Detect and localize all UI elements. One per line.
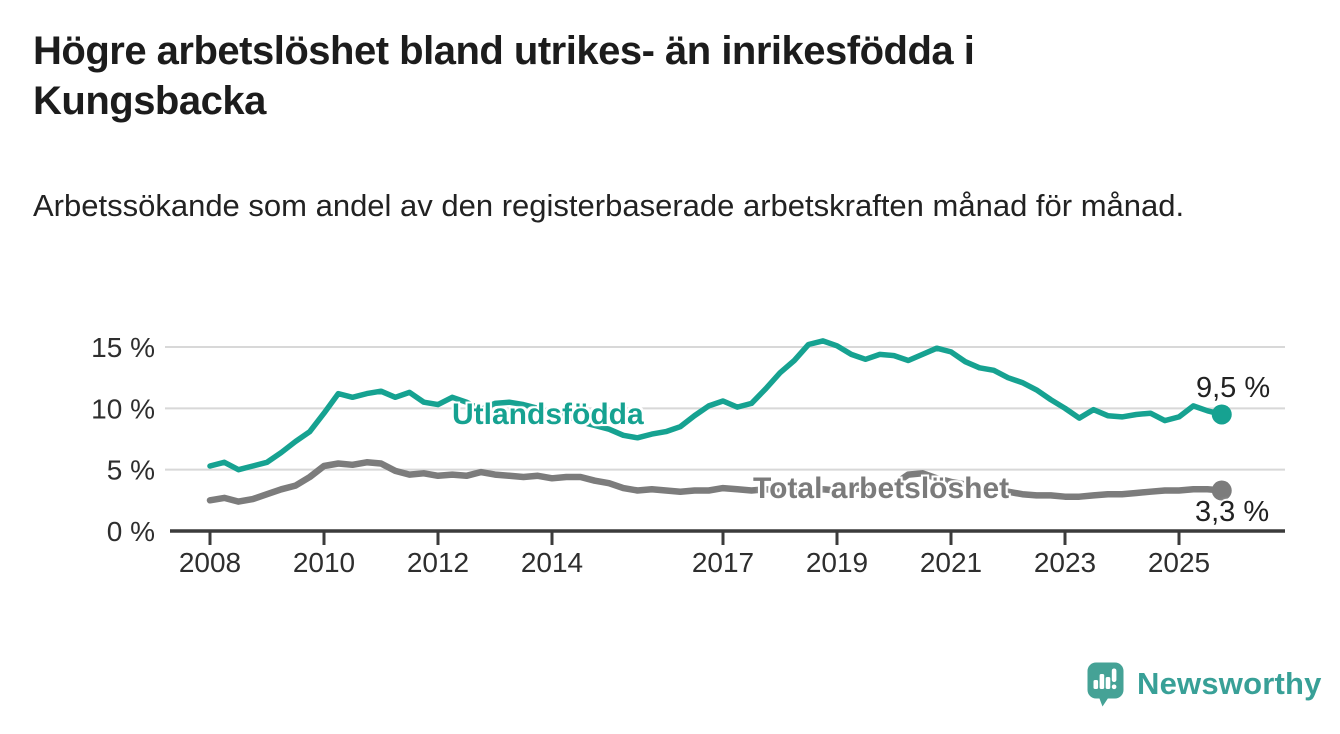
- end-value-utlandsfodda: 9,5 %: [1196, 372, 1271, 404]
- svg-text:2017: 2017: [692, 547, 754, 578]
- page-title: Högre arbetslöshet bland utrikes- än inr…: [33, 29, 975, 123]
- svg-text:2010: 2010: [293, 547, 355, 578]
- svg-text:5 %: 5 %: [107, 455, 155, 486]
- chart-svg: 0 % 5 % 10 % 15 % 2008 2010 2012 2014 2017 2019 20…: [91, 332, 1285, 578]
- newsworthy-logo-text: Newsworthy: [1137, 666, 1322, 701]
- series-label-total-arbetsloshet: Total arbetslöshet: [753, 472, 1010, 505]
- chart-subtitle: Arbetssökande som andel av den registerb…: [33, 188, 1185, 223]
- svg-text:15 %: 15 %: [91, 332, 155, 363]
- svg-text:2019: 2019: [806, 547, 868, 578]
- newsworthy-logo-icon: [1087, 662, 1124, 706]
- svg-text:2008: 2008: [179, 547, 241, 578]
- series-label-utlandsfodda: Utlandsfödda: [452, 398, 644, 431]
- svg-text:2023: 2023: [1034, 547, 1096, 578]
- svg-text:2021: 2021: [920, 547, 982, 578]
- svg-text:2012: 2012: [407, 547, 469, 578]
- line-chart-area: 0 % 5 % 10 % 15 % 2008 2010 2012 2014 2017 2019 20…: [0, 320, 1340, 610]
- svg-text:0 %: 0 %: [107, 516, 155, 547]
- svg-text:2025: 2025: [1148, 547, 1210, 578]
- svg-text:10 %: 10 %: [91, 393, 155, 424]
- newsworthy-branding: Newsworthy: [1086, 658, 1322, 710]
- svg-text:2014: 2014: [521, 547, 583, 578]
- end-value-total: 3,3 %: [1195, 496, 1270, 528]
